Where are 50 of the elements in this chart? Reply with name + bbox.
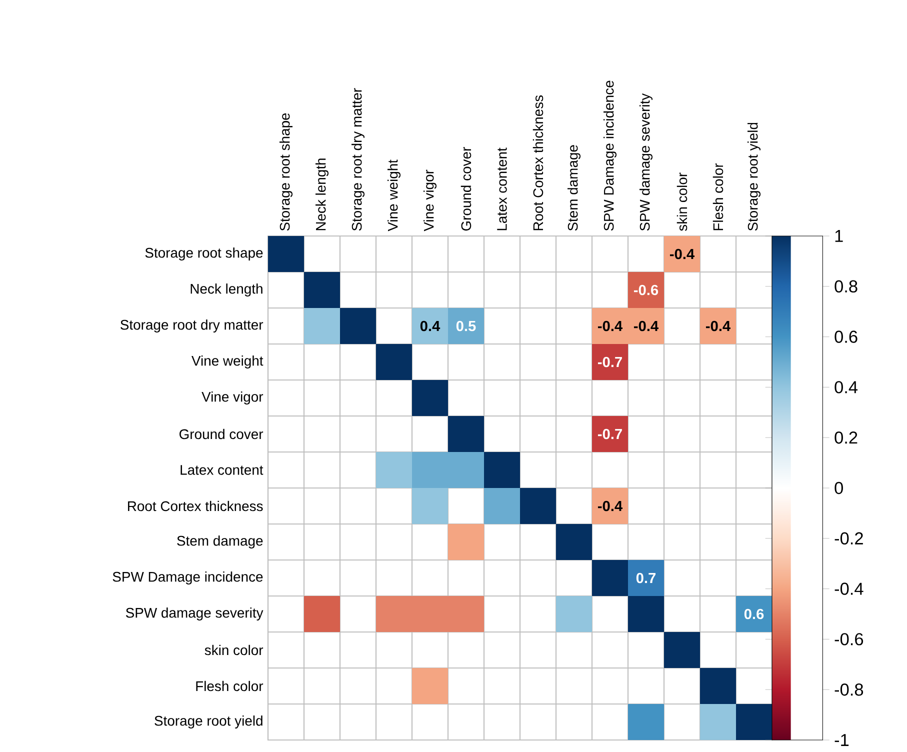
y-tick-label: Storage root dry matter [120,320,264,333]
x-tick-label: SPW Damage incidence [604,80,617,231]
x-tick-label: Neck length [316,158,329,230]
data-label: 0.7 [636,572,656,584]
color-bar-label: -0.6 [834,633,864,646]
data-label: 0.4 [420,320,440,332]
color-bar-label: -0.8 [834,683,864,696]
y-tick-label: Ground cover [180,428,264,440]
y-tick-label: Root Cortex thickness [128,500,263,512]
color-bar-label: 0.6 [834,330,858,343]
data-label: -0.4 [634,320,659,332]
y-tick-label: Neck length [190,284,262,297]
x-tick-label: SPW damage severity [640,93,653,231]
color-bar-label: 0 [834,482,843,494]
color-bar-label: 1 [835,230,843,242]
data-label: -0.7 [598,428,622,440]
x-tick-label: Stem damage [568,145,581,231]
color-bar-label: 0.8 [834,280,858,293]
data-label: -0.4 [706,320,731,332]
color-bar-label: -0.4 [834,582,864,595]
x-tick-label: Flesh color [712,163,724,230]
color-bar-label: 0.4 [834,381,858,394]
data-label: -0.4 [598,320,623,332]
color-bar-label: -1 [834,734,849,746]
x-tick-label: Ground cover [460,147,472,231]
y-tick-label: Vine vigor [202,392,264,405]
color-bar-label: 0.2 [834,431,858,444]
y-tick-label: SPW Damage incidence [112,572,263,585]
x-tick-label: skin color [676,172,688,231]
color-bar-label: -0.2 [834,532,863,545]
data-label: -0.4 [670,248,695,260]
x-tick-label: Vine vigor [424,170,437,232]
y-tick-label: Storage root yield [154,716,262,729]
x-tick-label: Storage root yield [748,122,761,231]
data-label: -0.7 [598,356,622,368]
data-label: -0.4 [598,500,623,512]
data-label: 0.5 [456,320,476,332]
y-tick-label: Storage root shape [145,248,263,261]
y-tick-label: SPW damage severity [126,608,264,621]
y-tick-label: Latex content [180,465,264,475]
y-tick-label: Flesh color [196,680,264,692]
y-tick-label: Stem damage [177,536,263,549]
x-tick-label: Latex content [497,148,507,230]
x-tick-label: Storage root dry matter [352,88,365,231]
data-label: -0.6 [634,284,658,296]
x-tick-label: Root Cortex thickness [532,95,544,230]
y-tick-label: Vine weight [192,356,264,369]
y-tick-label: skin color [204,644,264,656]
data-label: 0.6 [744,608,764,620]
x-tick-label: Vine weight [388,160,401,232]
